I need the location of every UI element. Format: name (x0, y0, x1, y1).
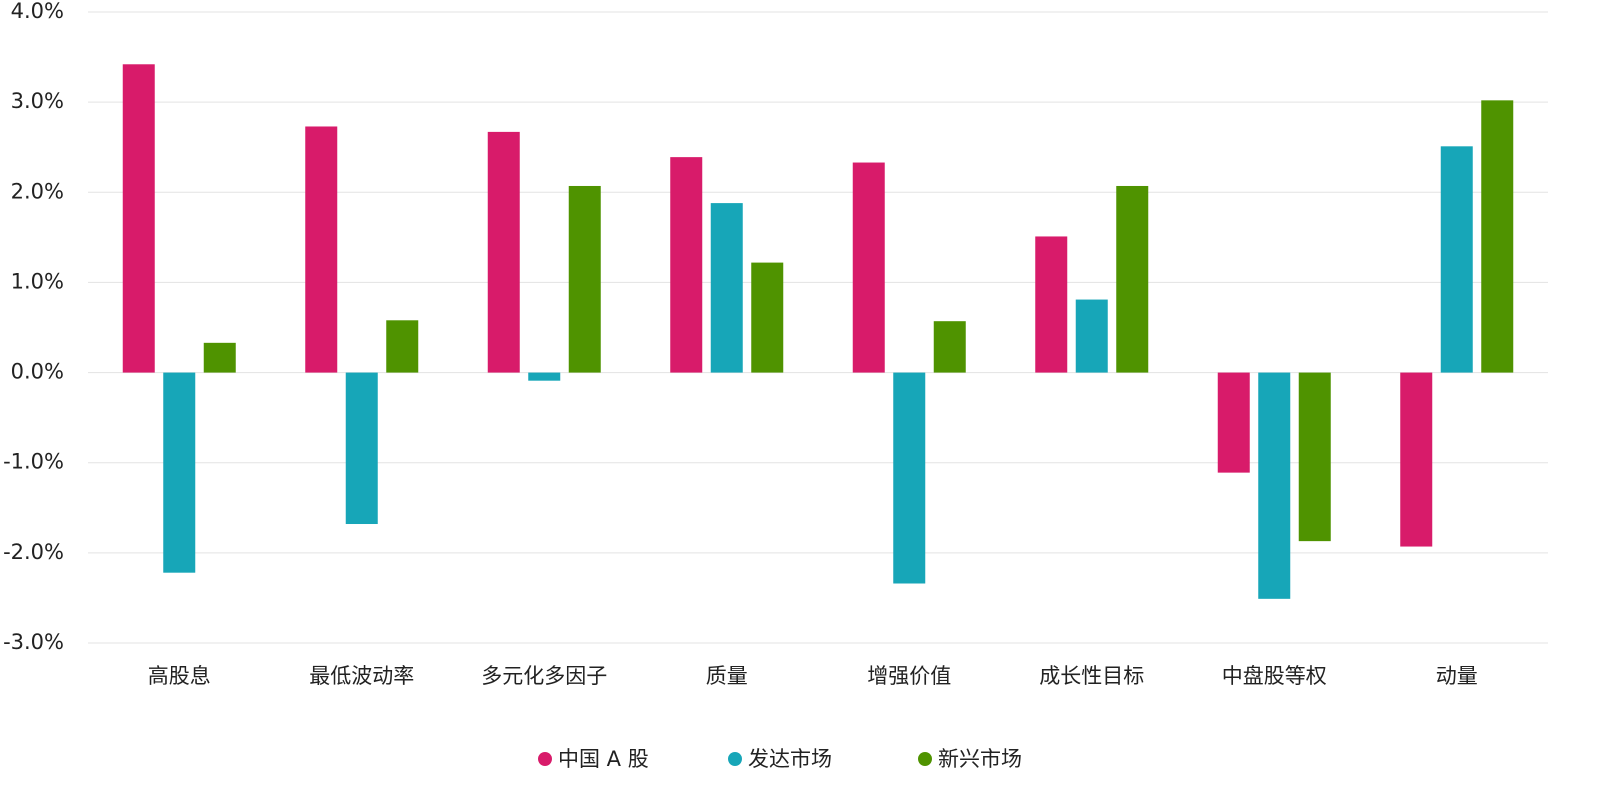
bar (893, 372, 926, 584)
bar (1258, 372, 1291, 599)
legend-label: 发达市场 (748, 747, 832, 771)
bar (710, 203, 743, 373)
y-tick-label: 2.0% (11, 179, 64, 203)
bar (163, 372, 196, 573)
legend-marker (728, 752, 742, 766)
x-tick-label: 多元化多因子 (481, 664, 607, 688)
x-tick-label: 中盘股等权 (1222, 664, 1327, 688)
legend-label: 中国 A 股 (558, 747, 649, 771)
y-tick-label: 4.0% (11, 0, 64, 23)
legend-marker (918, 752, 932, 766)
bar (528, 372, 561, 381)
x-tick-label: 增强价值 (867, 664, 951, 688)
bar (1075, 299, 1108, 373)
x-tick-label: 质量 (706, 664, 748, 688)
bar (345, 372, 378, 525)
bar (568, 185, 601, 373)
bar (386, 320, 419, 373)
y-tick-label: 3.0% (11, 89, 64, 113)
bar (1440, 146, 1473, 373)
bar (487, 131, 520, 373)
x-tick-label: 高股息 (148, 664, 211, 688)
bar (1400, 372, 1433, 547)
y-tick-label: 1.0% (11, 269, 64, 293)
y-tick-label: 0.0% (11, 360, 64, 384)
bar (1116, 185, 1149, 373)
x-tick-label: 最低波动率 (309, 664, 414, 688)
legend-label: 新兴市场 (938, 747, 1022, 771)
bar (1217, 372, 1250, 473)
bar (1298, 372, 1331, 542)
bar (933, 321, 966, 373)
bar (751, 262, 784, 373)
y-tick-label: -1.0% (3, 450, 64, 474)
bar (1481, 100, 1514, 373)
bar (1035, 236, 1068, 373)
y-tick-label: -2.0% (3, 540, 64, 564)
bar (122, 64, 155, 373)
bar (670, 157, 703, 373)
y-tick-label: -3.0% (3, 630, 64, 654)
bar (305, 126, 338, 373)
bar (203, 342, 236, 373)
bar (852, 162, 885, 373)
x-tick-label: 动量 (1436, 664, 1478, 688)
x-tick-label: 成长性目标 (1039, 664, 1144, 688)
legend-marker (538, 752, 552, 766)
